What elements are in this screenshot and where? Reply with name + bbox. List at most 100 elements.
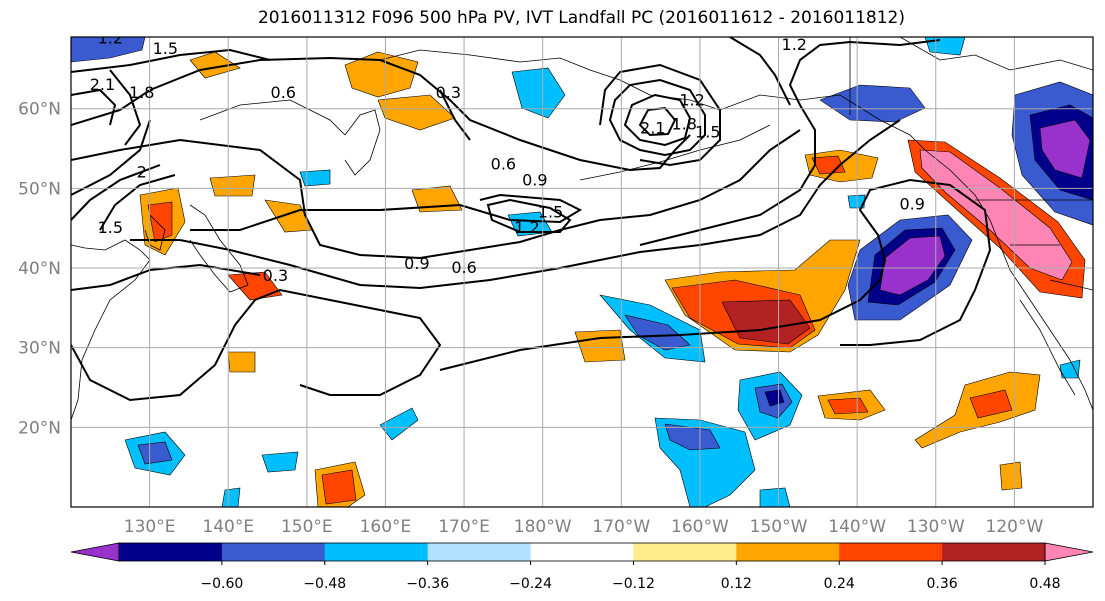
- contour-label: 0.3: [436, 83, 461, 102]
- graticule: [71, 37, 1093, 507]
- contour-label: 0.9: [899, 194, 924, 213]
- pv-contour: [109, 69, 142, 146]
- anomaly-negative: [511, 67, 566, 119]
- contour-label: 1.5: [695, 123, 720, 142]
- lon-tick-label: 120°W: [986, 517, 1044, 537]
- colorbar-segment: [942, 543, 1046, 561]
- colorbar-frame: [118, 542, 1046, 562]
- pv-contours: [71, 37, 992, 402]
- contour-label: 2.1: [90, 75, 115, 94]
- anomaly-positive: [147, 201, 173, 243]
- pv-contour: [71, 164, 161, 221]
- coastline-siberia: [379, 49, 591, 71]
- lon-tick-label: 160°E: [360, 517, 412, 537]
- colorbar-ticks: −0.60 −0.48 −0.36 −0.24 −0.12 0.12 0.24 0.36 0.4…: [200, 561, 1061, 592]
- colorbar-segment: [839, 543, 943, 561]
- lon-tick-label: 130°W: [907, 517, 965, 537]
- anomaly-negative: [847, 194, 866, 209]
- anomaly-negative: [759, 487, 791, 507]
- anomaly-negative: [299, 169, 331, 187]
- colorbar-segment: [530, 543, 634, 561]
- colorbar-segment: [427, 543, 532, 561]
- lon-tick-label: 170°E: [438, 517, 490, 537]
- contour-label: 1.8: [671, 115, 696, 134]
- colorbar-tick-label: −0.24: [509, 576, 552, 592]
- anomaly-negative: [261, 451, 299, 473]
- colorbar-tick-label: −0.12: [612, 576, 655, 592]
- anomaly-negative: [379, 407, 419, 441]
- contour-label: 1.5: [98, 218, 123, 237]
- pv-contour: [71, 119, 151, 196]
- anomaly-positive: [209, 174, 256, 197]
- contour-label: 1.5: [153, 39, 178, 58]
- coastline-japan: [189, 204, 249, 293]
- pv-contour: [439, 89, 471, 141]
- colorbar-extend-low: [70, 542, 120, 562]
- coastline-asia: [71, 239, 151, 421]
- anomaly-positive: [969, 389, 1013, 419]
- pv-contour: [638, 106, 677, 137]
- coastline-north: [899, 37, 1093, 71]
- contour-label: 1.2: [782, 35, 807, 54]
- contour-label: 0.3: [263, 266, 288, 285]
- contour-label: 1.2: [679, 91, 704, 110]
- contour-label: 0.6: [491, 154, 516, 173]
- colorbar: [70, 542, 1094, 562]
- contour-label: 0.6: [451, 258, 476, 277]
- colorbar-segment: [633, 543, 737, 561]
- pv-contour: [99, 174, 176, 231]
- lon-tick-label: 150°E: [281, 517, 333, 537]
- coastline-na-west: [924, 149, 1093, 411]
- anomaly-negative: [1039, 119, 1091, 179]
- anomaly-negative: [819, 84, 926, 123]
- contour-label: 1.2: [514, 218, 539, 237]
- anomaly-positive: [827, 397, 869, 415]
- anomaly-negative: [664, 423, 721, 451]
- contour-label: 2.1: [640, 119, 665, 138]
- coastline-aleutians: [579, 124, 771, 181]
- contour-label: 1.5: [538, 202, 563, 221]
- anomaly-negative: [1059, 359, 1081, 379]
- colorbar-tick-label: 0.12: [721, 576, 752, 592]
- contour-label: 0.9: [522, 170, 547, 189]
- coastline-alaska: [589, 69, 926, 151]
- shaded-field: [71, 37, 1093, 507]
- lat-tick-label: 60°N: [18, 100, 61, 120]
- pv-contour: [639, 39, 941, 246]
- anomaly-positive: [227, 351, 256, 373]
- lon-tick-label: 160°W: [671, 517, 729, 537]
- anomaly-positive: [321, 469, 357, 505]
- contour-label: 1.2: [98, 29, 123, 48]
- anomaly-positive: [377, 94, 456, 131]
- colorbar-tick-label: 0.48: [1029, 576, 1060, 592]
- pv-contour: [623, 93, 692, 147]
- colorbar-segment: [221, 543, 326, 561]
- lon-tick-label: 170°W: [592, 517, 650, 537]
- anomaly-negative: [764, 389, 785, 407]
- pv-contour: [130, 119, 901, 290]
- lat-tick-label: 50°N: [18, 179, 61, 199]
- colorbar-segment: [736, 543, 840, 561]
- lon-tick-label: 130°E: [124, 517, 176, 537]
- colorbar-tick-label: −0.48: [303, 576, 346, 592]
- anomaly-positive: [189, 51, 241, 79]
- colorbar-tick-label: 0.36: [927, 576, 958, 592]
- colorbar-segment: [119, 543, 223, 561]
- pv-contour: [486, 198, 572, 233]
- lon-ticks: 130°E 140°E 150°E 160°E 170°E 180°W 170°W 160°W…: [124, 517, 1044, 537]
- pv-contour: [71, 129, 801, 260]
- coastline-baja: [1019, 299, 1076, 396]
- lat-tick-label: 40°N: [18, 259, 61, 279]
- coastline-okhotsk: [199, 99, 346, 136]
- anomaly-negative: [221, 487, 241, 507]
- lon-tick-label: 180°W: [514, 517, 572, 537]
- pv-contour: [71, 56, 691, 172]
- contour-label: 0.6: [271, 83, 296, 102]
- anomaly-positive: [999, 461, 1023, 491]
- coastline-kamchatka: [344, 109, 381, 176]
- contour-labels: 1.21.52.1 1.8 0.6 0.31.22.11.21.81.50.60.91…: [90, 29, 925, 285]
- colorbar-tick-label: −0.60: [200, 576, 243, 592]
- pv-contour: [439, 178, 992, 371]
- anomaly-negative: [924, 37, 966, 56]
